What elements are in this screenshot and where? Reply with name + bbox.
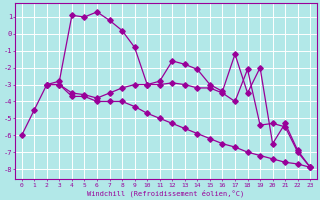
X-axis label: Windchill (Refroidissement éolien,°C): Windchill (Refroidissement éolien,°C) <box>87 189 244 197</box>
